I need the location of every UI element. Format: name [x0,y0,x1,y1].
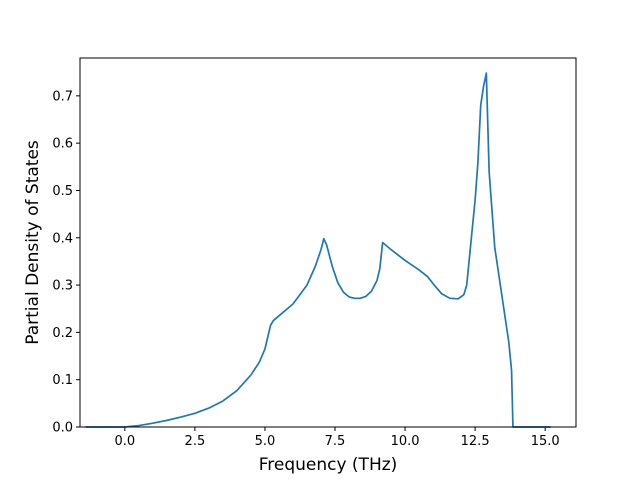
x-tick-label: 7.5 [325,434,346,449]
x-axis-ticks: 0.0 2.5 5.0 7.5 10.0 12.5 15.0 [114,427,560,449]
y-tick-label: 0.6 [52,137,73,152]
y-tick-label: 0.1 [52,373,73,388]
y-tick-label: 0.5 [52,184,73,199]
x-tick-label: 12.5 [461,434,490,449]
x-tick-label: 0.0 [114,434,135,449]
y-tick-label: 0.7 [52,89,73,104]
x-tick-label: 10.0 [391,434,420,449]
plot-area-frame [79,57,577,428]
y-tick-label: 0.0 [52,421,73,436]
y-tick-label: 0.3 [52,279,73,294]
x-tick-label: 2.5 [185,434,206,449]
x-axis-label: Frequency (THz) [259,455,398,475]
pdos-series-line [85,72,551,428]
y-tick-label: 0.4 [52,231,73,246]
y-axis-ticks: 0.0 0.1 0.2 0.3 0.4 0.5 0.6 0.7 [52,89,80,436]
x-tick-label: 5.0 [255,434,276,449]
y-tick-label: 0.2 [52,326,73,341]
y-axis-label: Partial Density of States [23,140,43,345]
x-tick-label: 15.0 [531,434,560,449]
